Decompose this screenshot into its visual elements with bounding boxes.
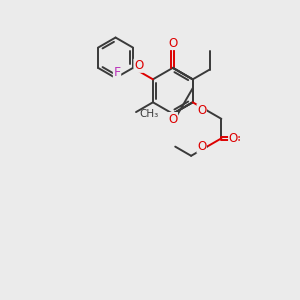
Text: O: O xyxy=(197,104,206,117)
Text: O: O xyxy=(134,59,143,72)
Text: F: F xyxy=(113,66,121,79)
Text: O: O xyxy=(197,140,206,153)
Text: O: O xyxy=(229,132,238,145)
Text: O: O xyxy=(168,112,178,126)
Text: CH₃: CH₃ xyxy=(140,110,159,119)
Text: O: O xyxy=(168,37,178,50)
